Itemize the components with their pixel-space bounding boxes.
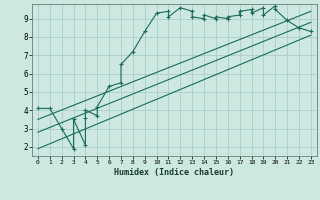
X-axis label: Humidex (Indice chaleur): Humidex (Indice chaleur)	[115, 168, 234, 177]
